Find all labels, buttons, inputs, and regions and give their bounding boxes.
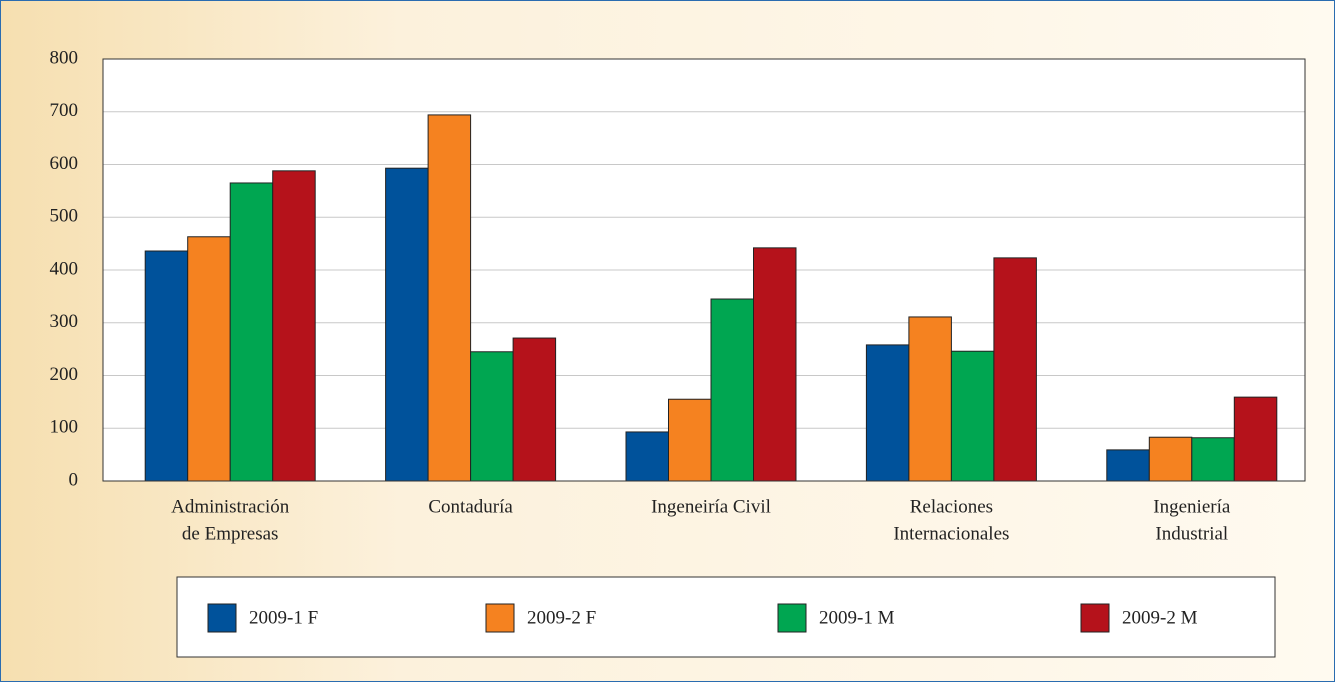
x-tick-label: Internacionales <box>893 523 1009 544</box>
plot-area <box>102 58 1306 482</box>
bar <box>993 257 1037 482</box>
legend-swatch <box>1080 603 1110 633</box>
x-tick-label: Ingeniería <box>1153 496 1231 517</box>
y-tick-label: 600 <box>50 153 79 174</box>
x-tick-label: Industrial <box>1155 523 1228 544</box>
bar <box>229 182 274 482</box>
legend-label: 2009-2 F <box>527 607 596 628</box>
bar <box>1191 437 1235 482</box>
bar <box>272 170 316 482</box>
x-tick-label: Contaduría <box>428 496 513 517</box>
bar <box>427 114 472 482</box>
legend-label: 2009-1 M <box>819 607 895 628</box>
x-tick-label: Administración <box>171 496 290 517</box>
bar <box>385 167 429 482</box>
y-tick-label: 300 <box>50 311 79 332</box>
bar <box>512 337 557 482</box>
legend-label: 2009-1 F <box>249 607 318 628</box>
legend-swatch <box>207 603 237 633</box>
bar <box>625 431 669 482</box>
x-tick-label: de Empresas <box>182 523 279 544</box>
bar <box>753 247 797 482</box>
bar <box>144 250 189 482</box>
bar <box>668 398 712 482</box>
x-tick-label: Ingeneiría Civil <box>651 496 771 517</box>
bar <box>865 344 910 482</box>
y-tick-label: 800 <box>50 47 79 68</box>
bar <box>950 350 995 482</box>
y-tick-label: 100 <box>50 417 79 438</box>
y-tick-label: 400 <box>50 258 79 279</box>
x-tick-label: Relaciones <box>910 496 993 517</box>
bar <box>1233 396 1278 482</box>
bar <box>470 351 514 482</box>
y-tick-label: 200 <box>50 364 79 385</box>
legend-swatch <box>485 603 515 633</box>
bar <box>1148 436 1193 482</box>
bar <box>908 316 952 482</box>
legend-swatch <box>777 603 807 633</box>
y-tick-label: 500 <box>50 206 79 227</box>
y-tick-label: 700 <box>50 100 79 121</box>
legend-label: 2009-2 M <box>1122 607 1198 628</box>
y-tick-label: 0 <box>69 469 79 490</box>
bar <box>1106 449 1150 482</box>
bar <box>187 236 231 482</box>
legend <box>176 576 1276 658</box>
bar <box>710 298 754 482</box>
